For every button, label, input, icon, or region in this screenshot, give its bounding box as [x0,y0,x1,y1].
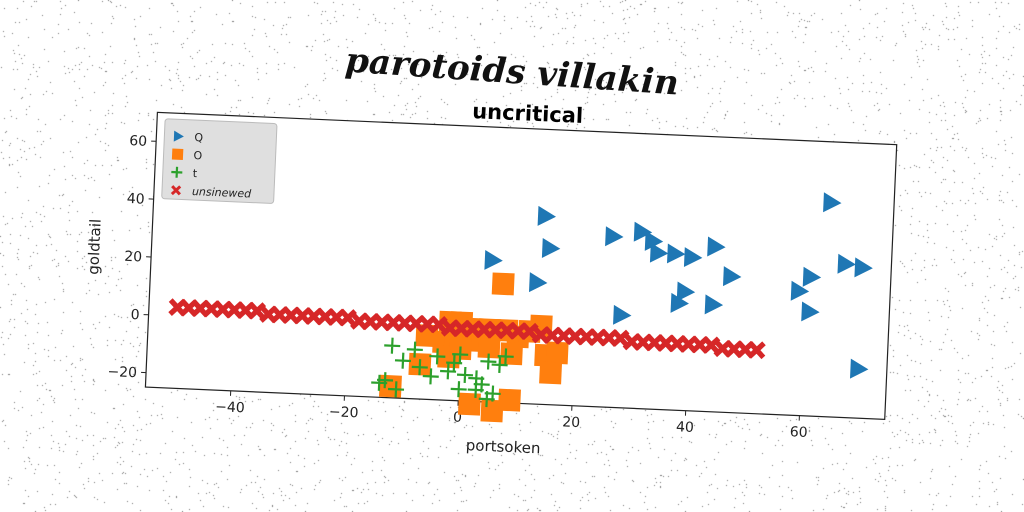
series-q-point [707,236,726,257]
plot-points [168,192,873,423]
chart-title: uncritical [472,99,584,128]
legend-label: t [192,167,198,180]
y-tick-label: −20 [107,364,137,381]
series-o-point [545,341,569,365]
series-unsinewed-point [338,308,357,327]
series-t-point [478,391,495,408]
y-axis-label: goldtail [84,218,104,275]
series-q-point [666,243,686,264]
x-tick-label: 60 [789,424,808,441]
legend-box [161,118,278,204]
legend-label: Q [194,131,204,144]
x-tick-label: 20 [562,414,581,431]
legend-label: O [193,149,203,162]
series-t-point [467,381,484,398]
series-q-point [802,266,822,287]
x-tick-label: −40 [215,399,245,416]
series-q-point [849,358,869,379]
series-unsinewed-point [247,301,267,320]
series-q-point [837,253,856,274]
series-t-point [394,352,412,369]
series-o-point [491,272,515,296]
y-tick-label: 40 [126,191,145,208]
series-unsinewed-point [702,336,721,355]
y-tick-label: 20 [124,249,143,266]
legend-marker [173,130,184,142]
series-q-point [722,266,742,287]
series-q-point [528,272,548,293]
series-q-point [484,249,503,270]
series-t-point [411,359,428,376]
series-t-point [480,353,497,370]
legend-marker [171,166,183,178]
x-axis-label: portsoken [465,436,540,457]
y-axis-ticks: −20 0 20 40 60 [107,133,157,381]
series-t-point [497,348,514,365]
series-unsinewed-point [747,340,766,360]
series-q-point [537,205,557,226]
x-tick-label: 0 [453,410,463,426]
series-t-point [384,337,401,354]
legend: QOt unsinewed [161,118,278,204]
series-q-point [823,192,842,213]
series-q-point [649,242,669,263]
series-t-point [491,356,508,373]
series-t-point [446,354,463,371]
legend-label: unsinewed [192,185,253,201]
series-q-point [541,237,561,258]
series-t-point [452,346,469,363]
x-tick-label: −20 [329,404,359,421]
series-o-point [500,342,523,366]
series-q-point [854,257,873,278]
y-tick-label: 60 [129,133,148,150]
series-q-point [633,221,653,242]
series-t-point [429,348,446,365]
series-q-point [670,292,689,313]
y-tick-label: 0 [130,307,140,323]
series-t-point [440,363,457,380]
series-o-point [378,374,402,398]
series-t-point [406,341,423,358]
series-q-point [790,280,810,301]
series-o-point [478,318,502,342]
x-tick-label: 40 [676,419,695,436]
series-q-point [683,247,703,268]
series-unsinewed-point [611,329,630,348]
series-t-point [422,368,439,385]
series-o-point [457,392,481,416]
series-q-point [605,226,624,247]
chart-group: uncritical −40 −20 0 20 40 60 −20 0 20 40 60 port… [84,99,898,457]
series-t-point [456,366,474,384]
series-t-point [376,372,394,389]
series-unsinewed-point [429,315,448,334]
series-o-point [539,361,563,385]
legend-marker [171,148,184,161]
series-q-point [644,230,664,251]
series-q-point [704,294,724,315]
series-q-point [801,301,820,322]
series-unsinewed-point [520,322,539,341]
series-o-point [477,335,501,359]
legend-marker [170,185,182,196]
series-t-point [450,381,467,398]
series-o-point [498,388,521,412]
series-q-point [613,304,632,325]
x-axis-ticks: −40 −20 0 20 40 60 [215,390,808,441]
series-q-point [676,281,696,302]
series-t-point [387,381,405,398]
